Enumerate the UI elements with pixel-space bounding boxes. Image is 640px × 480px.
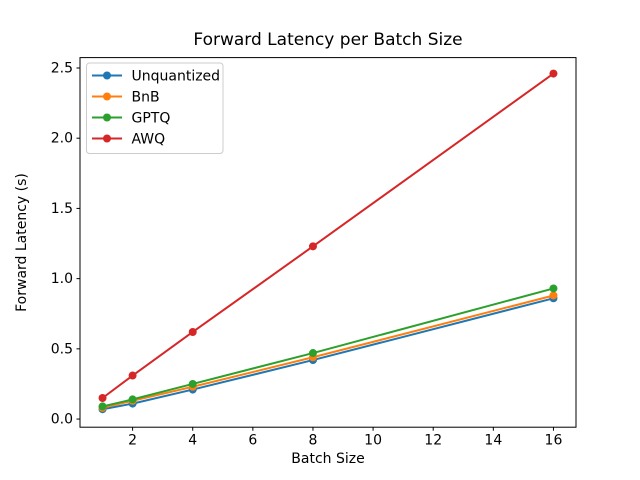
legend-label-Unquantized: Unquantized — [132, 69, 221, 85]
y-axis-label: Forward Latency (s) — [14, 173, 30, 312]
legend-marker-BnB — [103, 92, 111, 101]
series-marker-BnB — [549, 291, 558, 300]
series-marker-GPTQ — [308, 349, 317, 358]
x-tick-label: 16 — [545, 433, 563, 449]
y-tick-label: 2.0 — [51, 131, 73, 147]
legend-label-AWQ: AWQ — [132, 132, 166, 148]
series-marker-GPTQ — [549, 284, 558, 293]
series-marker-GPTQ — [188, 379, 197, 388]
series-marker-AWQ — [308, 242, 317, 251]
legend-box — [86, 62, 224, 154]
legend-marker-GPTQ — [103, 113, 111, 122]
x-axis-label: Batch Size — [291, 451, 364, 467]
series-marker-AWQ — [188, 327, 197, 336]
x-tick-label: 12 — [424, 433, 442, 449]
x-tick-label: 14 — [484, 433, 502, 449]
series-marker-AWQ — [549, 69, 558, 78]
x-tick-label: 8 — [309, 433, 318, 449]
axes-spines — [79, 57, 577, 428]
y-tick-label: 0.5 — [51, 341, 73, 357]
x-tick-label: 10 — [364, 433, 382, 449]
series-marker-GPTQ — [128, 395, 137, 404]
legend-marker-AWQ — [103, 134, 111, 143]
legend-marker-Unquantized — [103, 71, 111, 80]
y-tick-label: 0.0 — [51, 412, 73, 428]
y-tick-label: 1.5 — [51, 201, 73, 217]
series-line-BnB — [102, 294, 554, 409]
legend-label-GPTQ: GPTQ — [132, 111, 171, 127]
x-tick-label: 2 — [128, 433, 137, 449]
x-tick-label: 4 — [188, 433, 197, 449]
y-tick-label: 1.0 — [51, 271, 73, 287]
y-tick-label: 2.5 — [51, 60, 73, 76]
chart-title: Forward Latency per Batch Size — [193, 30, 462, 50]
x-tick-label: 6 — [248, 433, 257, 449]
legend-label-BnB: BnB — [132, 90, 160, 106]
series-marker-AWQ — [98, 393, 107, 402]
series-marker-GPTQ — [98, 402, 107, 411]
series-marker-AWQ — [128, 371, 137, 380]
plot-area: 2 4 6 8 10 12 14 16 0.0 0.5 1.0 1.5 2.0 2.5 Unquantize… — [51, 57, 577, 449]
